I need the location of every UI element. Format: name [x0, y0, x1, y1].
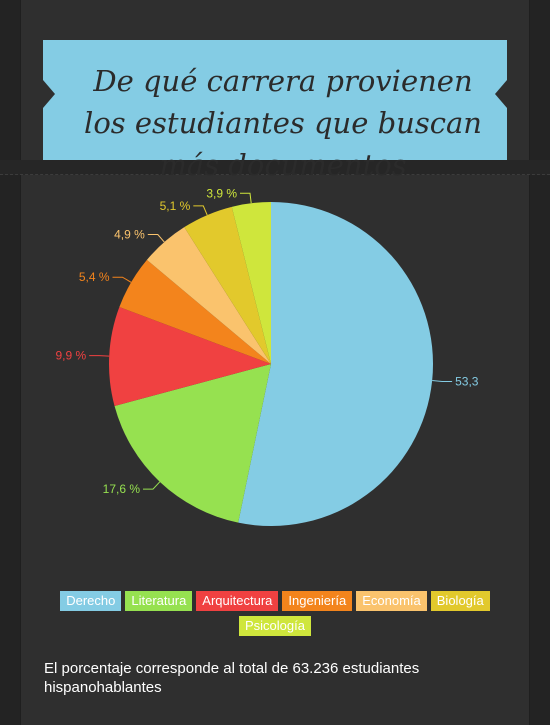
data-label-literatura: 17,6 % [103, 482, 141, 496]
leader-line-economía [147, 234, 165, 243]
leader-line-arquitectura [89, 355, 110, 357]
legend-item-derecho: Derecho [60, 591, 122, 611]
pie-slice-derecho [238, 202, 434, 526]
pie-slice-arquitectura [109, 307, 271, 406]
legend-item-ingeniería: Ingeniería [282, 591, 353, 611]
chart-legend: Derecho Literatura Arquitectura Ingeniería E… [40, 591, 510, 636]
pie-slice-literatura [114, 364, 271, 523]
leader-line-biología [193, 205, 208, 216]
pie-slice-ingeniería [119, 259, 271, 364]
legend-item-psicología: Psicología [239, 616, 311, 636]
leader-line-literatura [143, 481, 161, 490]
legend-item-economía: Economía [356, 591, 427, 611]
data-label-psicología: 3,9 % [206, 186, 237, 200]
data-label-arquitectura: 9,9 % [56, 349, 87, 363]
pie-slice-economía [146, 227, 271, 364]
data-label-economía: 4,9 % [114, 228, 145, 242]
leader-line-ingeniería [112, 276, 132, 283]
right-border [529, 0, 550, 725]
legend-item-literatura: Literatura [125, 591, 193, 611]
data-label-ingeniería: 5,4 % [79, 270, 110, 284]
footnote: El porcentaje corresponde al total de 63… [44, 660, 420, 696]
leader-line-derecho [432, 380, 453, 382]
left-border [0, 0, 21, 725]
chart-title: De qué carrera provienen los estudiantes… [84, 64, 482, 182]
pie-slice-biología [184, 206, 271, 364]
leader-line-psicología [240, 192, 252, 204]
legend-item-biología: Biología [430, 591, 490, 611]
data-label-biología: 5,1 % [160, 199, 191, 213]
pie-slice-psicología [231, 202, 271, 364]
stitch-divider [0, 160, 550, 175]
title-banner: De qué carrera provienen los estudiantes… [43, 40, 507, 182]
legend-item-arquitectura: Arquitectura [196, 591, 279, 611]
data-label-derecho: 53,3 [455, 375, 479, 389]
